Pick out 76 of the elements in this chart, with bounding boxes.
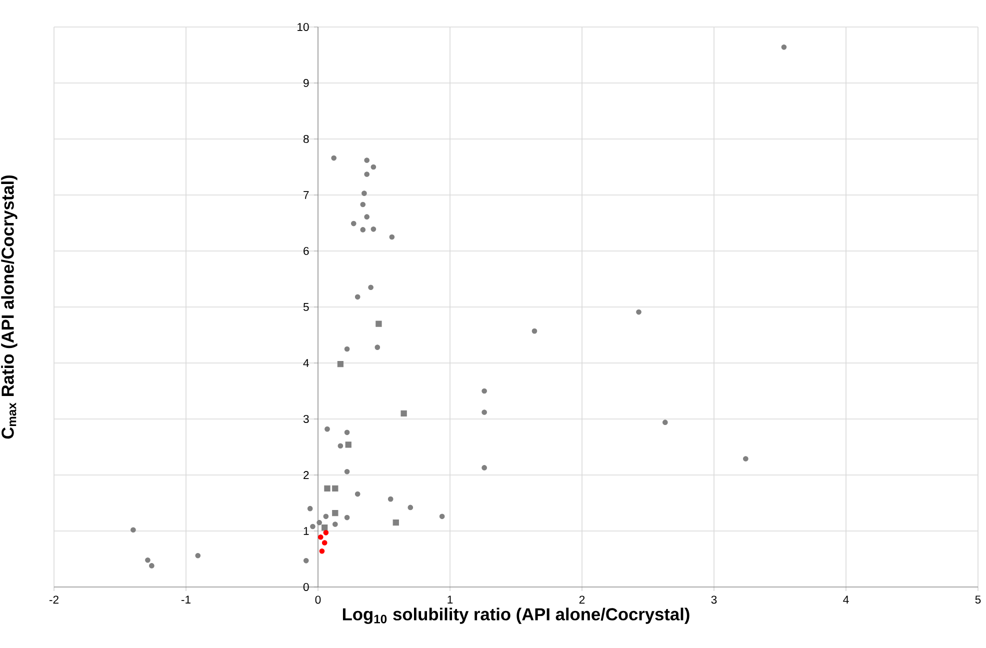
point bbox=[362, 190, 367, 196]
point bbox=[439, 514, 445, 520]
point bbox=[364, 158, 370, 163]
point bbox=[364, 172, 370, 177]
point bbox=[389, 234, 395, 240]
point bbox=[370, 226, 376, 232]
point bbox=[408, 504, 414, 510]
point bbox=[360, 227, 366, 232]
point bbox=[345, 442, 352, 448]
point bbox=[636, 309, 642, 315]
point bbox=[324, 426, 330, 432]
point bbox=[332, 485, 338, 492]
y-tick-label: 3 bbox=[303, 414, 309, 423]
point bbox=[149, 563, 154, 568]
point bbox=[781, 44, 787, 50]
point bbox=[350, 220, 356, 226]
point bbox=[360, 202, 366, 208]
point bbox=[332, 510, 338, 516]
y-tick-label: 4 bbox=[303, 359, 309, 367]
point bbox=[319, 548, 325, 554]
x-tick-label: 0 bbox=[315, 596, 321, 604]
point bbox=[323, 514, 329, 520]
point bbox=[354, 294, 360, 300]
point bbox=[344, 346, 350, 352]
point bbox=[310, 524, 316, 530]
point bbox=[354, 491, 360, 497]
point bbox=[482, 465, 487, 470]
point bbox=[338, 443, 344, 449]
y-tick-label: 0 bbox=[303, 582, 309, 591]
x-tick-label: -1 bbox=[181, 596, 190, 604]
point bbox=[743, 456, 748, 462]
point bbox=[344, 514, 350, 520]
point bbox=[318, 534, 324, 540]
point bbox=[344, 430, 350, 436]
y-tick-label: 7 bbox=[304, 191, 309, 199]
x-tick-label: 5 bbox=[975, 596, 981, 604]
point bbox=[316, 520, 322, 526]
point bbox=[331, 155, 337, 161]
x-tick-label: 3 bbox=[711, 596, 717, 604]
x-tick-label: 4 bbox=[843, 596, 849, 604]
point bbox=[145, 557, 150, 563]
y-tick-label: 2 bbox=[304, 471, 309, 479]
point bbox=[392, 520, 399, 526]
point bbox=[388, 496, 394, 502]
point bbox=[662, 420, 668, 426]
point bbox=[532, 328, 538, 334]
point bbox=[482, 410, 487, 415]
x-axis-title: Log$_{10}$ solubility ratio (API alone/Cocrystal) bbox=[342, 608, 690, 624]
y-tick-label: 1 bbox=[304, 527, 309, 535]
point bbox=[337, 361, 344, 368]
x-tick-label: 2 bbox=[579, 596, 585, 604]
point bbox=[332, 522, 338, 527]
point bbox=[400, 410, 407, 416]
point bbox=[482, 388, 487, 394]
y-tick-label: 8 bbox=[303, 134, 309, 143]
point bbox=[322, 540, 328, 546]
y-tick-label: 5 bbox=[303, 303, 309, 311]
point bbox=[324, 485, 330, 492]
point bbox=[368, 284, 374, 290]
point bbox=[364, 214, 370, 220]
x-tick-label: 1 bbox=[448, 596, 453, 604]
y-tick-label: 10 bbox=[298, 22, 309, 31]
point bbox=[374, 344, 380, 350]
point bbox=[322, 524, 328, 531]
point bbox=[130, 527, 136, 533]
point bbox=[307, 506, 313, 512]
point bbox=[344, 468, 350, 474]
y-axis-title: C$_{max}$ Ratio (API alone/Cocrystal) bbox=[1, 175, 18, 439]
point bbox=[303, 558, 309, 564]
point bbox=[195, 552, 201, 558]
y-tick-label: 6 bbox=[304, 246, 309, 255]
point bbox=[370, 164, 376, 170]
point bbox=[376, 320, 382, 327]
x-tick-label: -2 bbox=[49, 596, 58, 604]
point bbox=[323, 530, 329, 536]
y-tick-label: 9 bbox=[304, 78, 309, 87]
